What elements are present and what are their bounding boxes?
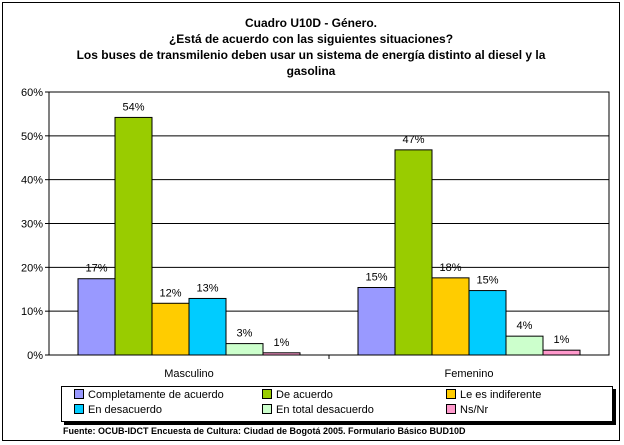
legend-item: Ns/Nr: [446, 404, 488, 417]
legend-swatch: [262, 404, 272, 414]
x-category-label: Femenino: [445, 368, 494, 380]
legend-item: Completamente de acuerdo: [74, 389, 224, 402]
bar: [225, 343, 264, 356]
y-tick-label: 20%: [21, 262, 43, 274]
data-label: 15%: [476, 275, 498, 287]
chart-title: Cuadro U10D - Género. ¿Está de acuerdo c…: [3, 15, 619, 79]
legend-label: Ns/Nr: [460, 404, 489, 416]
legend-label: En desacuerdo: [88, 404, 162, 416]
bar: [262, 352, 301, 356]
data-label: 1%: [554, 334, 570, 346]
legend-item: En desacuerdo: [74, 404, 162, 417]
chart-frame: Cuadro U10D - Género. ¿Está de acuerdo c…: [2, 2, 620, 441]
legend-label: Le es indiferente: [460, 389, 542, 401]
title-line-2: ¿Está de acuerdo con las siguientes situ…: [168, 32, 454, 46]
data-label: 3%: [237, 328, 253, 340]
y-tick-label: 60%: [21, 87, 43, 99]
legend-swatch: [262, 389, 272, 399]
y-tick-label: 50%: [21, 131, 43, 143]
legend-item: De acuerdo: [262, 389, 333, 402]
y-tick-label: 0%: [27, 350, 43, 362]
legend-swatch: [446, 404, 456, 414]
bar: [151, 302, 190, 356]
legend-label: Completamente de acuerdo: [88, 389, 224, 401]
legend-label: En total desacuerdo: [276, 404, 374, 416]
y-tick-label: 40%: [21, 175, 43, 187]
data-label: 1%: [274, 337, 290, 349]
legend-label: De acuerdo: [276, 389, 333, 401]
bar: [357, 286, 396, 356]
bar: [394, 149, 433, 356]
bar: [468, 290, 507, 356]
data-label: 17%: [85, 263, 107, 275]
data-label: 13%: [196, 282, 218, 294]
bar-chart: 0% 10% 20% 30% 40% 50% 60% 17% 54% 12% 13% 3% 1% Masc…: [21, 87, 610, 380]
data-label: 54%: [122, 101, 144, 113]
x-category-label: Masculino: [164, 368, 214, 380]
y-tick-label: 10%: [21, 306, 43, 318]
legend-swatch: [74, 404, 84, 414]
data-label: 12%: [159, 287, 181, 299]
bar: [431, 277, 470, 356]
title-line-4: gasolina: [286, 64, 336, 78]
y-tick-label: 30%: [21, 219, 43, 231]
bar: [542, 349, 581, 356]
data-label: 15%: [365, 271, 387, 283]
bar: [188, 297, 227, 356]
bar: [505, 335, 544, 356]
legend-item: Le es indiferente: [446, 389, 541, 402]
data-label: 47%: [402, 134, 424, 146]
legend-swatch: [446, 389, 456, 399]
source-note: Fuente: OCUB-IDCT Encuesta de Cultura: C…: [63, 426, 466, 436]
legend-item: En total desacuerdo: [262, 404, 374, 417]
legend-swatch: [74, 389, 84, 399]
data-label: 4%: [517, 320, 533, 332]
title-line-3: Los buses de transmilenio deben usar un …: [76, 48, 546, 62]
data-label: 18%: [439, 262, 461, 274]
bar: [77, 278, 116, 356]
title-line-1: Cuadro U10D - Género.: [244, 16, 378, 30]
bar: [114, 116, 153, 356]
chart-legend: Completamente de acuerdo De acuerdo Le es …: [61, 386, 613, 422]
